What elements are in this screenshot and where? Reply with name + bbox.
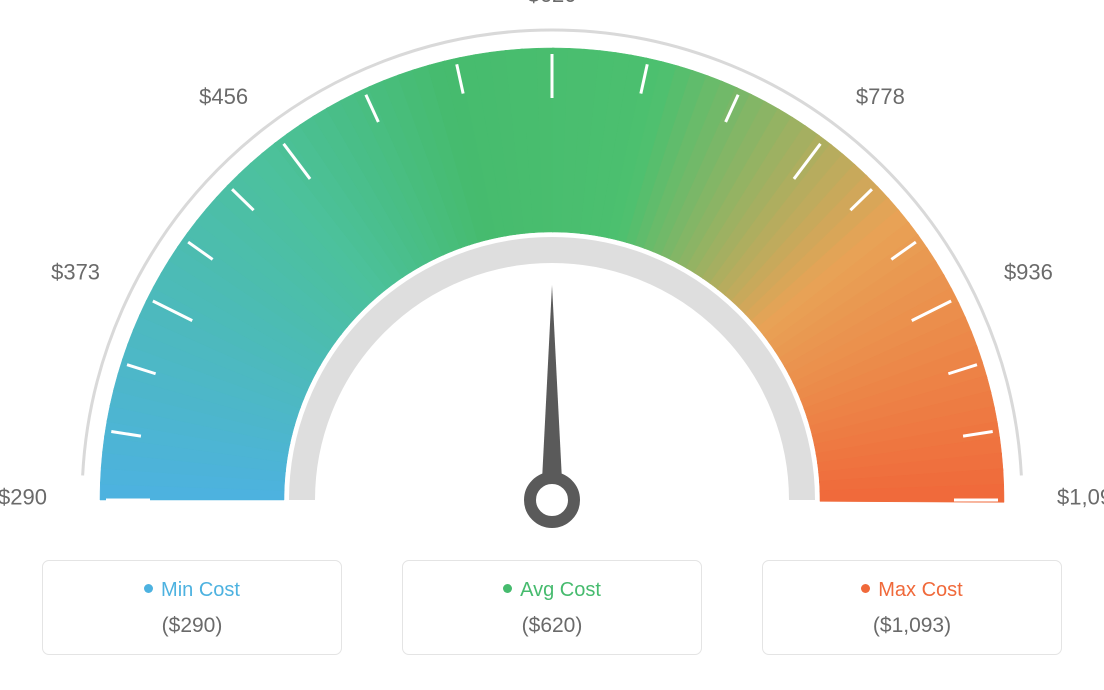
legend-title-text: Avg Cost <box>520 579 601 601</box>
legend-card-title: Max Cost <box>763 579 1061 602</box>
legend-card-title: Min Cost <box>43 579 341 602</box>
legend-card-value: ($290) <box>43 614 341 638</box>
gauge-tick-label: $373 <box>51 259 100 285</box>
gauge-tick-label: $936 <box>1004 259 1053 285</box>
legend-card-min-cost: Min Cost ($290) <box>42 560 342 655</box>
gauge-needle <box>541 285 563 500</box>
legend-card-title: Avg Cost <box>403 579 701 602</box>
gauge-svg <box>0 0 1104 550</box>
legend-title-text: Min Cost <box>161 579 240 601</box>
legend-card-avg-cost: Avg Cost ($620) <box>402 560 702 655</box>
legend-dot-icon <box>503 584 512 593</box>
gauge-chart: $290 $373 $456 $620 $778 $936 $1,093 <box>0 0 1104 550</box>
legend-title-text: Max Cost <box>878 579 962 601</box>
gauge-tick-label: $1,093 <box>1057 484 1104 510</box>
gauge-tick-label: $778 <box>856 84 905 110</box>
legend-card-max-cost: Max Cost ($1,093) <box>762 560 1062 655</box>
legend-card-value: ($1,093) <box>763 614 1061 638</box>
gauge-needle-hub <box>530 478 574 522</box>
gauge-tick-label: $290 <box>0 484 47 510</box>
gauge-tick-label: $456 <box>199 84 248 110</box>
legend-dot-icon <box>144 584 153 593</box>
legend-card-value: ($620) <box>403 614 701 638</box>
legend-dot-icon <box>861 584 870 593</box>
gauge-tick-label: $620 <box>528 0 577 8</box>
legend-row: Min Cost ($290) Avg Cost ($620) Max Cost ($1,… <box>0 550 1104 655</box>
